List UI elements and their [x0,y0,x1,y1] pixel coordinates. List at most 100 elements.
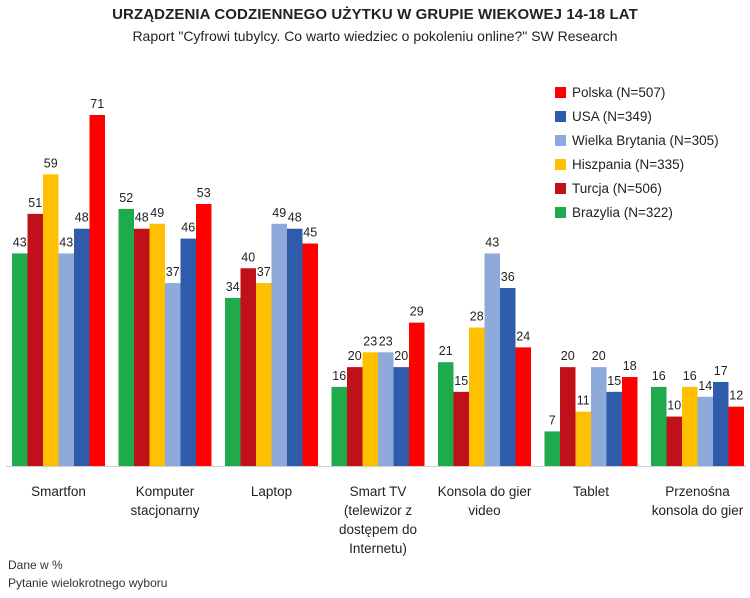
bar-hiszpania-2 [256,283,272,466]
bar-polska-2 [302,243,318,466]
bar-polska-3 [409,322,425,466]
data-label: 52 [119,191,133,205]
category-label: Przenośna [665,484,730,499]
legend-item: Brazylia (N=322) [555,200,719,224]
category-label: Tablet [573,484,609,499]
bar-brazylia-0 [12,253,28,466]
bar-turcja-4 [453,391,469,466]
data-label: 59 [44,156,58,170]
bar-brazylia-1 [118,208,134,467]
data-label: 36 [501,270,515,284]
bar-brazylia-6 [651,386,667,466]
category-label: konsola do gier [652,503,744,518]
bar-hiszpania-1 [149,223,165,466]
legend-swatch [555,158,566,170]
bar-wielka-brytania-1 [165,283,181,466]
bar-wielka-brytania-4 [484,253,500,466]
data-label: 43 [59,235,73,249]
bar-wielka-brytania-2 [271,223,287,466]
bar-polska-5 [622,377,638,466]
bar-polska-1 [196,203,212,467]
legend-swatch [555,86,566,98]
bar-usa-2 [287,228,303,466]
footnote-units: Dane w % [8,558,63,572]
category-label: Smartfon [31,484,86,499]
data-label: 53 [197,186,211,200]
data-label: 20 [348,349,362,363]
data-label: 12 [729,389,743,403]
data-label: 48 [135,211,149,225]
category-label: dostępem do [339,522,417,537]
bar-hiszpania-6 [682,386,698,466]
data-label: 21 [439,344,453,358]
legend-label: Brazylia (N=322) [572,204,673,220]
data-label: 10 [667,399,681,413]
data-label: 20 [592,349,606,363]
bar-hiszpania-5 [575,411,591,466]
legend: Polska (N=507) USA (N=349) Wielka Brytania… [555,80,719,224]
category-label: Komputer [136,484,195,499]
legend-swatch [555,206,566,218]
legend-swatch [555,134,566,146]
data-label: 24 [516,329,530,343]
legend-item: Polska (N=507) [555,80,719,104]
bar-hiszpania-4 [469,327,485,466]
bar-usa-0 [74,228,90,466]
bar-turcja-0 [27,213,43,466]
data-label: 40 [241,250,255,264]
legend-swatch [555,110,566,122]
category-label: (telewizor z [344,503,413,518]
data-label: 43 [485,235,499,249]
legend-label: Polska (N=507) [572,84,666,100]
data-label: 46 [181,221,195,235]
data-label: 11 [577,394,590,408]
bar-usa-4 [500,288,516,466]
bar-turcja-6 [666,416,682,466]
data-label: 16 [652,369,666,383]
data-label: 37 [166,265,180,279]
bar-brazylia-4 [438,362,454,466]
bar-usa-5 [606,391,622,466]
data-label: 51 [28,196,42,210]
bar-wielka-brytania-5 [591,367,607,466]
bar-wielka-brytania-0 [58,253,74,466]
bar-usa-6 [713,381,729,466]
category-label: stacjonarny [130,503,199,518]
data-label: 23 [379,334,393,348]
data-label: 45 [303,226,317,240]
legend-label: USA (N=349) [572,108,652,124]
category-label: Laptop [251,484,292,499]
data-label: 20 [561,349,575,363]
bar-brazylia-3 [331,386,347,466]
legend-label: Turcja (N=506) [572,180,662,196]
bar-hiszpania-3 [362,352,378,466]
data-label: 15 [454,374,468,388]
data-label: 20 [394,349,408,363]
bar-turcja-5 [560,367,576,466]
category-label: Smart TV [350,484,407,499]
bar-polska-0 [89,115,105,466]
data-label: 43 [13,235,27,249]
footnote-question-type: Pytanie wielokrotnego wyboru [8,576,168,590]
data-label: 7 [549,413,556,427]
data-label: 16 [683,369,697,383]
legend-label: Wielka Brytania (N=305) [572,132,719,148]
data-label: 28 [470,310,484,324]
data-label: 17 [714,364,728,378]
bar-hiszpania-0 [43,174,59,466]
category-label: video [468,503,500,518]
data-label: 49 [150,206,164,220]
data-label: 71 [90,97,104,111]
data-label: 15 [607,374,621,388]
bar-turcja-1 [134,228,150,466]
data-label: 49 [272,206,286,220]
legend-label: Hiszpania (N=335) [572,156,685,172]
legend-item: USA (N=349) [555,104,719,128]
data-label: 48 [288,211,302,225]
data-label: 18 [623,359,637,373]
category-label: Internetu) [349,541,407,556]
chart-title: URZĄDZENIA CODZIENNEGO UŻYTKU W GRUPIE W… [112,6,638,23]
data-label: 37 [257,265,271,279]
bar-turcja-3 [347,367,363,466]
